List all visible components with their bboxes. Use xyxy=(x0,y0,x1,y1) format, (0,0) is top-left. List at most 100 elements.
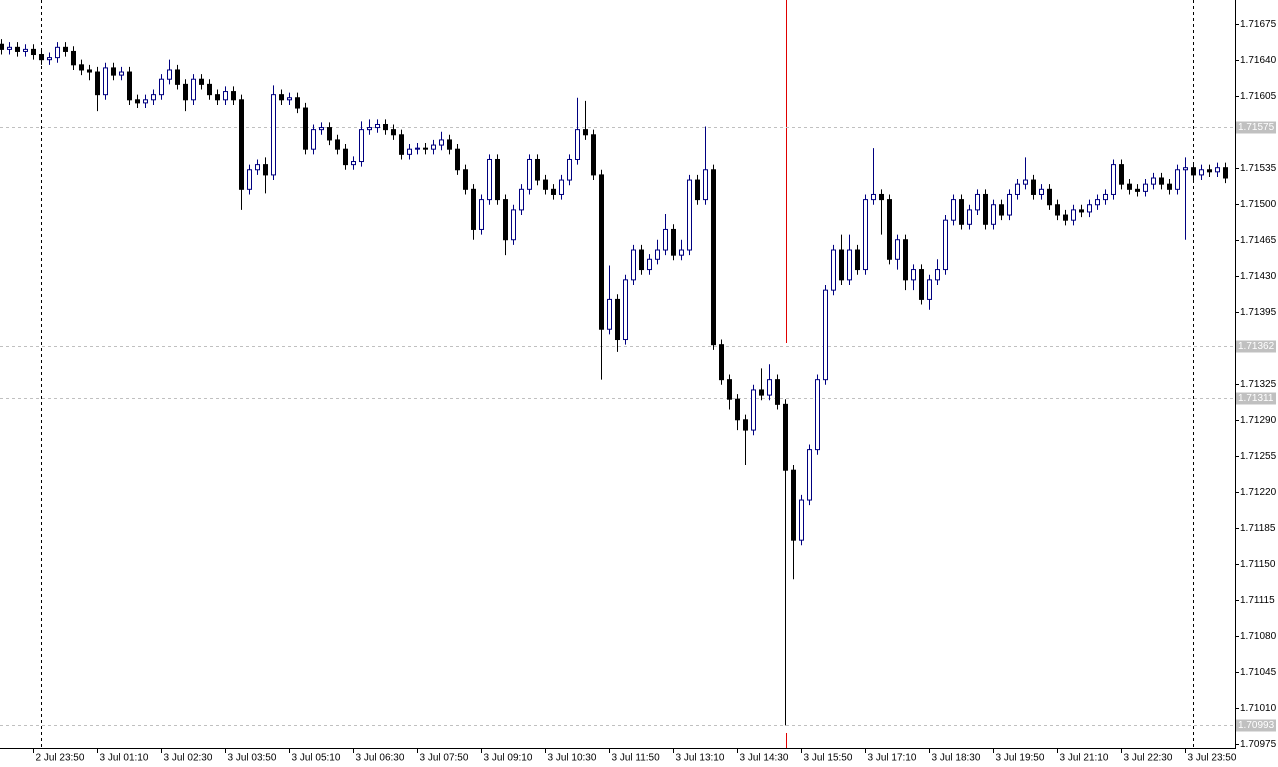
candle-body xyxy=(431,144,436,150)
y-tick-label: 1.71430 xyxy=(1240,271,1277,282)
candle-body xyxy=(855,249,860,271)
candle-body xyxy=(863,199,868,271)
candle-body xyxy=(599,174,604,330)
candle-body xyxy=(1183,167,1188,171)
candle-body xyxy=(455,148,460,171)
x-tick-label: 3 Jul 15:50 xyxy=(804,753,853,764)
candle-body xyxy=(463,169,468,190)
price-level-box xyxy=(1236,340,1276,353)
candle-body xyxy=(215,94,220,101)
candle-body xyxy=(335,139,340,150)
candle-body xyxy=(959,199,964,225)
candle-body xyxy=(71,50,76,66)
candle-body xyxy=(1207,169,1212,173)
candle-body xyxy=(1007,193,1012,216)
candle-body xyxy=(375,123,380,129)
candle-body xyxy=(647,258,652,271)
candle-body xyxy=(319,127,324,131)
candle-body xyxy=(15,46,20,52)
x-tick-label: 3 Jul 11:50 xyxy=(612,753,661,764)
y-tick-label: 1.71325 xyxy=(1240,379,1277,390)
candle-body xyxy=(1039,188,1044,195)
candle-body xyxy=(127,71,132,101)
candle-body xyxy=(287,97,292,101)
y-tick-label: 1.71255 xyxy=(1240,451,1277,462)
x-tick-label: 3 Jul 19:50 xyxy=(996,753,1045,764)
candle-body xyxy=(727,379,732,400)
candle-body xyxy=(207,83,212,96)
candle-body xyxy=(927,279,932,300)
candle-body xyxy=(479,199,484,230)
price-level-label: 1.71575 xyxy=(1238,122,1275,133)
candle-body xyxy=(991,204,996,225)
candle-body xyxy=(607,298,612,330)
candle-body xyxy=(527,158,532,190)
candle-body xyxy=(199,78,204,85)
candle-body xyxy=(279,94,284,101)
candle-body xyxy=(63,46,68,52)
candle-body xyxy=(583,129,588,136)
candle-body xyxy=(759,389,764,396)
candle-body xyxy=(471,188,476,230)
candle-body xyxy=(839,249,844,281)
candle-body xyxy=(567,158,572,181)
candle-body xyxy=(351,161,356,166)
price-level-label: 1.71362 xyxy=(1238,341,1275,352)
candle-body xyxy=(1127,183,1132,190)
candle-body xyxy=(295,97,300,109)
candle-body xyxy=(151,94,156,101)
candle-body xyxy=(343,148,348,166)
y-tick-label: 1.71605 xyxy=(1240,91,1277,102)
x-tick-label: 3 Jul 21:10 xyxy=(1060,753,1109,764)
price-level-label: 1.71311 xyxy=(1238,393,1274,404)
candle-body xyxy=(1223,167,1228,179)
candle-body xyxy=(1151,177,1156,185)
candle-body xyxy=(1119,164,1124,185)
candle-body xyxy=(623,279,628,341)
candle-body xyxy=(743,419,748,431)
candle-body xyxy=(359,129,364,163)
x-tick-label: 3 Jul 23:50 xyxy=(1188,753,1237,764)
y-tick-label: 1.71465 xyxy=(1240,235,1277,246)
candle-body xyxy=(983,193,988,225)
candle-body xyxy=(183,83,188,101)
candle-body xyxy=(671,228,676,256)
candle-body xyxy=(775,379,780,405)
candle-body xyxy=(511,209,516,241)
x-tick-label: 3 Jul 13:10 xyxy=(676,753,725,764)
candle-body xyxy=(255,164,260,171)
candle-body xyxy=(1215,167,1220,173)
candle-body xyxy=(111,67,116,76)
candle-body xyxy=(1191,167,1196,176)
candle-body xyxy=(807,449,812,501)
price-level-label: 1.70993 xyxy=(1238,720,1275,731)
candle-body xyxy=(735,398,740,421)
candle-body xyxy=(223,91,228,101)
candle-body xyxy=(415,147,420,150)
candle-body xyxy=(303,107,308,150)
candle-body xyxy=(815,379,820,451)
candle-body xyxy=(103,67,108,96)
candle-body xyxy=(159,78,164,96)
candle-body xyxy=(1135,188,1140,192)
candle-body xyxy=(615,298,620,341)
candle-body xyxy=(87,69,92,73)
candle-body xyxy=(1063,214,1068,221)
candle-body xyxy=(23,48,28,52)
candle-body xyxy=(535,158,540,181)
candle-body xyxy=(767,379,772,396)
x-tick-label: 3 Jul 03:50 xyxy=(228,753,277,764)
candle-body xyxy=(751,389,756,431)
candle-body xyxy=(903,239,908,281)
candle-body xyxy=(1079,209,1084,213)
y-tick-label: 1.71535 xyxy=(1240,163,1277,174)
candle-body xyxy=(447,139,452,150)
candle-body xyxy=(1167,183,1172,190)
candle-body xyxy=(95,71,100,96)
candle-body xyxy=(1047,188,1052,206)
candle-body xyxy=(559,179,564,195)
candle-body xyxy=(191,78,196,101)
candle-body xyxy=(719,344,724,381)
candle-body xyxy=(487,158,492,201)
